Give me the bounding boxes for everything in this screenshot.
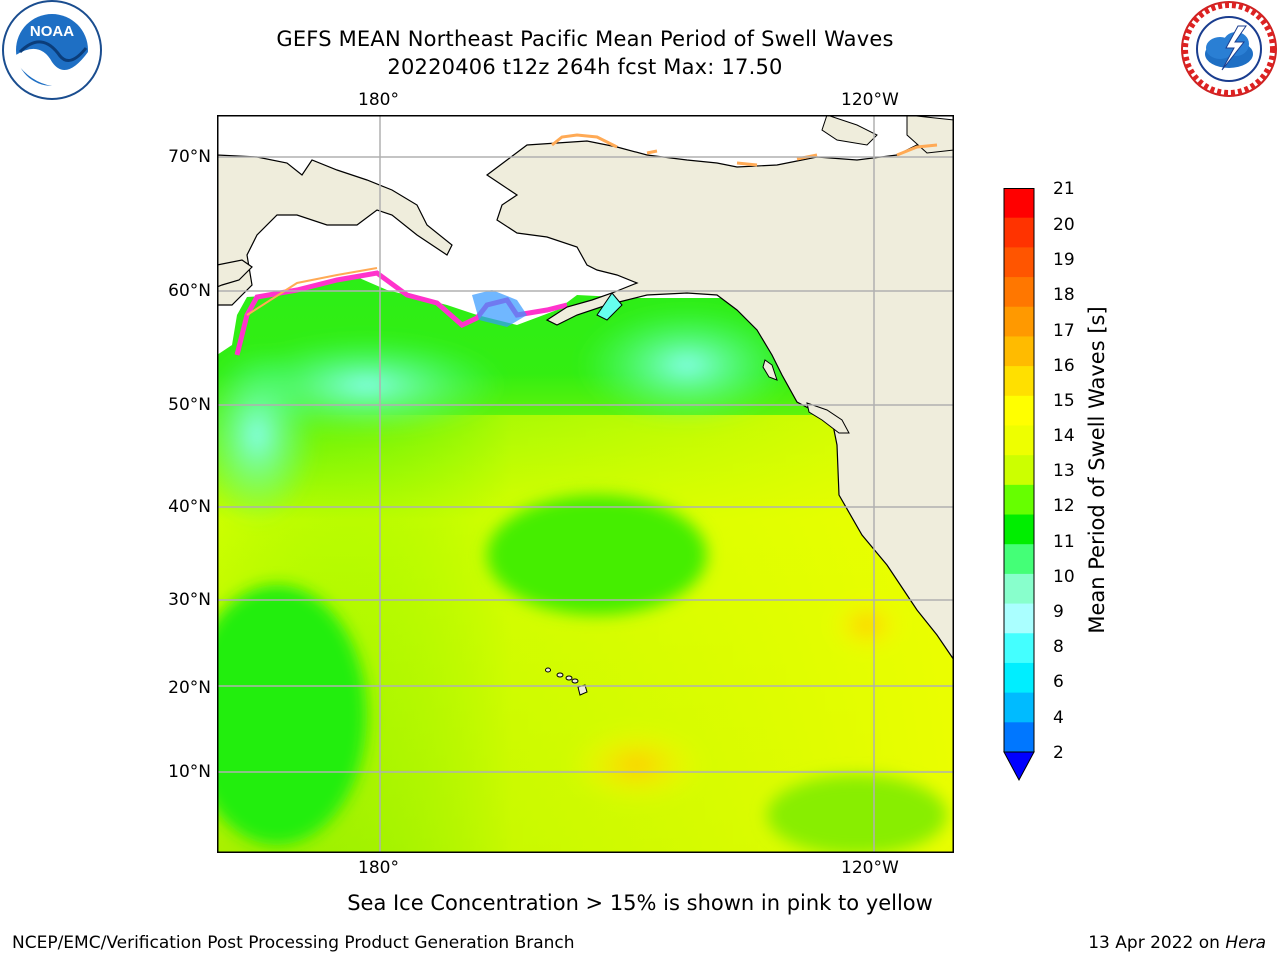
colorbar-segment (1004, 455, 1034, 486)
colorbar-under-arrow (1003, 751, 1035, 782)
land-siberia (217, 154, 453, 306)
bristol-bay-ice (472, 290, 527, 327)
ocean-cyan-edge (217, 345, 317, 525)
lon-label-bottom-120w: 120°W (841, 858, 899, 878)
colorbar-segment (1004, 188, 1034, 219)
colorbar-tick: 21 (1053, 179, 1075, 199)
colorbar-segment (1004, 395, 1034, 426)
ocean-warm-spot-south (567, 725, 707, 805)
colorbar-segment (1004, 247, 1034, 278)
footer-date-text: 13 Apr 2022 on (1088, 933, 1226, 953)
cook-inlet (596, 292, 623, 321)
vancouver-island (806, 402, 850, 434)
colorbar-tick: 13 (1053, 461, 1075, 481)
colorbar-frame (1003, 188, 1035, 753)
colorbar-tick: 14 (1053, 426, 1075, 446)
colorbar-segment (1004, 662, 1034, 694)
lat-label-30n: 30°N (168, 590, 211, 610)
colorbar-tick: 10 (1053, 567, 1075, 587)
colorbar-segment (1004, 366, 1034, 397)
ice-arctic-coast (551, 133, 938, 167)
land-kamchatka-tip (217, 259, 253, 288)
lat-label-10n: 10°N (168, 762, 211, 782)
chart-title: GEFS MEAN Northeast Pacific Mean Period … (276, 27, 894, 51)
footer-host: Hera (1225, 933, 1266, 953)
ocean-cyan-gulf (577, 305, 797, 425)
lon-label-top-180: 180° (358, 90, 399, 110)
arctic-islands (821, 115, 878, 146)
ocean-warm-spot-east (827, 595, 907, 655)
chart-subtitle: 20220406 t12z 264h fcst Max: 17.50 (387, 55, 783, 79)
footer-date: 13 Apr 2022 on Hera (1088, 933, 1266, 953)
lon-label-top-120w: 120°W (841, 90, 899, 110)
lat-label-60n: 60°N (168, 281, 211, 301)
noaa-logo-text: NOAA (30, 23, 74, 40)
graticule (217, 115, 954, 853)
colorbar-segment (1004, 722, 1034, 753)
colorbar-segment (1004, 425, 1034, 456)
colorbar-tick: 9 (1053, 602, 1064, 622)
colorbar-tick: 19 (1053, 250, 1075, 270)
noaa-logo: NOAA (2, 0, 102, 100)
colorbar-tick: 15 (1053, 391, 1075, 411)
arctic-island-2 (906, 115, 954, 154)
colorbar-segment (1004, 514, 1034, 545)
colorbar-tick: 18 (1053, 285, 1075, 305)
colorbar-segment (1004, 277, 1034, 308)
colorbar-segment (1004, 573, 1034, 605)
colorbar-tick: 17 (1053, 321, 1075, 341)
ocean-mid-green (487, 495, 707, 615)
colorbar-tick: 4 (1053, 708, 1064, 728)
colorbar-segment (1004, 692, 1034, 723)
colorbar-tick: 11 (1053, 532, 1075, 552)
colorbar-segment (1004, 544, 1034, 575)
ocean-southeast-green (767, 775, 947, 853)
colorbar-segment (1004, 484, 1034, 516)
colorbar-tick: 16 (1053, 356, 1075, 376)
lat-label-20n: 20°N (168, 678, 211, 698)
colorbar-tick: 2 (1053, 743, 1064, 763)
sea-ice-note: Sea Ice Concentration > 15% is shown in … (347, 891, 933, 915)
colorbar-tick: 8 (1053, 637, 1064, 657)
colorbar-tick: 20 (1053, 215, 1075, 235)
colorbar (1003, 188, 1035, 782)
colorbar-segment (1004, 603, 1034, 634)
map-panel (217, 115, 954, 853)
footer-credit: NCEP/EMC/Verification Post Processing Pr… (12, 933, 575, 953)
lon-label-bottom-180: 180° (358, 858, 399, 878)
colorbar-segment (1004, 306, 1034, 337)
sea-ice-edge-outer (246, 267, 378, 316)
nws-logo (1181, 1, 1277, 97)
colorbar-tick: 12 (1053, 496, 1075, 516)
map-frame (217, 115, 954, 853)
lat-label-50n: 50°N (168, 395, 211, 415)
colorbar-segment (1004, 336, 1034, 367)
colorbar-tick: 6 (1053, 672, 1064, 692)
haida-gwaii (762, 359, 778, 381)
ocean-west-green (217, 585, 367, 845)
colorbar-segment (1004, 633, 1034, 664)
lat-label-70n: 70°N (168, 147, 211, 167)
colorbar-label: Mean Period of Swell Waves [s] (1085, 306, 1109, 634)
colorbar-segment (1004, 217, 1034, 248)
lat-label-40n: 40°N (168, 497, 211, 517)
